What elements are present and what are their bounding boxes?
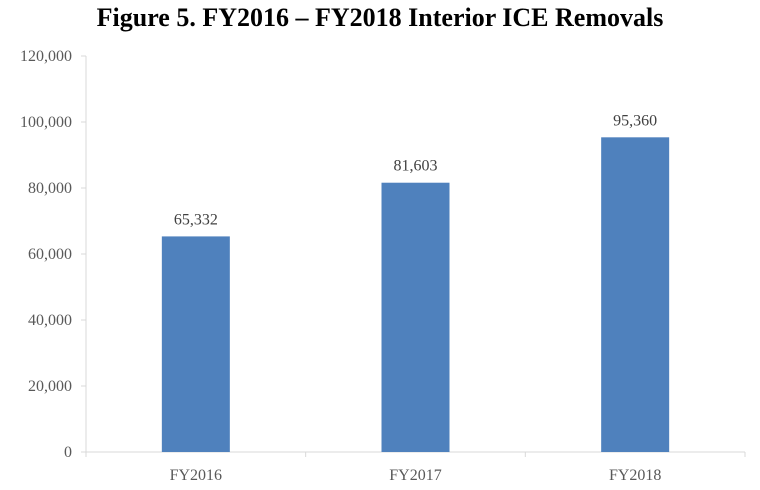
y-axis: 0 20,000 40,000 60,000 80,000 100,000 120,000 [20, 48, 87, 461]
data-label-fy2018: 95,360 [613, 112, 657, 129]
x-axis: FY2016 FY2017 FY2018 [85, 451, 746, 484]
data-label-fy2017: 81,603 [394, 158, 438, 175]
y-tick-label: 60,000 [28, 246, 72, 263]
x-tick-label: FY2018 [609, 467, 661, 484]
y-tick-label: 100,000 [20, 114, 72, 131]
y-tick-label: 0 [64, 444, 72, 461]
chart-title: Figure 5. FY2016 – FY2018 Interior ICE R… [96, 3, 664, 32]
bar-fy2018 [601, 137, 670, 452]
y-tick-label: 120,000 [20, 48, 72, 65]
data-labels: 65,332 81,603 95,360 [174, 112, 657, 228]
bar-fy2016 [161, 236, 230, 452]
y-tick-label: 80,000 [28, 180, 72, 197]
x-tick-label: FY2016 [170, 467, 222, 484]
bars [161, 137, 670, 453]
x-tick-label: FY2017 [389, 467, 441, 484]
bar-fy2017 [381, 182, 450, 453]
y-tick-label: 20,000 [28, 378, 72, 395]
data-label-fy2016: 65,332 [174, 211, 218, 228]
y-tick-label: 40,000 [28, 312, 72, 329]
